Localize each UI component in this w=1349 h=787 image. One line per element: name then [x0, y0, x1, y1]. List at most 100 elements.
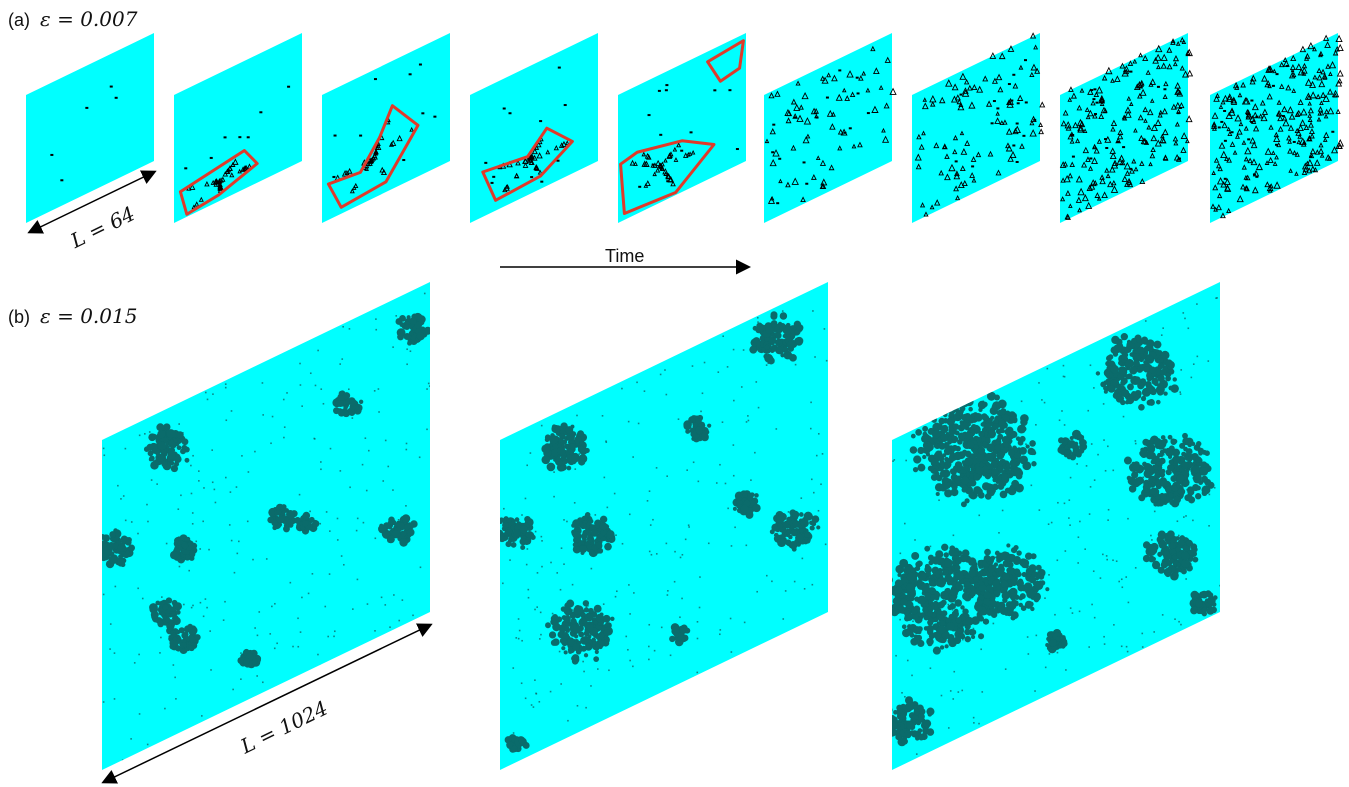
defect-cluster-grain — [559, 465, 566, 472]
defect-cluster-grain — [782, 333, 787, 339]
fractal-triangle — [1062, 109, 1069, 116]
defect-speck — [972, 716, 975, 719]
defect-cluster-grain — [1157, 566, 1165, 574]
defect-cluster-grain — [598, 632, 605, 639]
defect-cluster-grain — [1127, 476, 1137, 486]
defect-cluster-grain — [170, 606, 176, 612]
defect-speck — [113, 698, 116, 700]
defect-speck — [275, 509, 278, 511]
defect-cluster-grain — [690, 417, 696, 422]
fractal-triangle — [641, 151, 647, 157]
defect-speck — [1188, 463, 1191, 466]
defect-cluster-grain — [1195, 599, 1203, 608]
defect-speck — [1179, 393, 1182, 395]
defect-cluster-grain — [187, 623, 193, 630]
defect-speck — [114, 585, 117, 588]
defect-speck — [576, 414, 578, 417]
fractal-triangle — [1099, 177, 1106, 185]
defect-speck — [571, 609, 574, 611]
defect-cluster-grain — [772, 339, 778, 344]
fractal-triangle — [810, 173, 817, 180]
defect-cluster-grain — [949, 594, 956, 602]
defect-cluster-grain — [586, 624, 594, 632]
defect-cluster-grain — [1049, 639, 1057, 647]
defect-speck — [673, 580, 676, 583]
defect-cluster-grain — [967, 478, 976, 487]
defect-cluster-grain — [695, 418, 702, 425]
fractal-triangle — [938, 96, 946, 104]
fractal-triangle — [1272, 161, 1278, 166]
defect-speck — [515, 748, 518, 750]
small-defect — [771, 151, 775, 154]
defect-speck — [563, 519, 565, 521]
fractal-triangle — [1138, 134, 1145, 142]
defect-speck — [1192, 519, 1194, 522]
fractal-triangle — [1185, 50, 1191, 55]
panel-b-frame-2 — [500, 282, 828, 770]
fractal-triangle — [944, 153, 950, 159]
defect-cluster-grain — [1115, 384, 1120, 389]
fractal-triangle — [1331, 89, 1340, 98]
defect-cluster-grain — [1030, 606, 1035, 612]
defect-cluster-grain — [946, 408, 952, 414]
defect-cluster-grain — [117, 558, 126, 567]
panel-a-frame-7 — [912, 32, 1046, 223]
defect-speck — [614, 595, 617, 598]
defect-speck — [202, 615, 205, 618]
defect-cluster-grain — [1004, 429, 1010, 435]
fractal-triangle — [633, 161, 638, 166]
defect-cluster-grain — [954, 599, 962, 607]
fractal-triangle — [1306, 158, 1314, 167]
defect-speck — [102, 593, 105, 596]
defect-cluster-grain — [572, 519, 581, 528]
panel-b-frame-1 — [102, 282, 430, 770]
panel-a-frame-4 — [470, 33, 598, 223]
fractal-triangle — [534, 144, 540, 150]
defect-speck — [328, 573, 331, 575]
defect-speck — [696, 637, 699, 640]
defect-cluster-grain — [1061, 640, 1068, 647]
defect-cluster-grain — [397, 333, 404, 341]
defect-cluster-grain — [180, 642, 187, 649]
defect-cluster-grain — [416, 332, 425, 341]
fractal-triangle — [1161, 107, 1168, 115]
fractal-triangle — [1029, 120, 1035, 126]
defect-cluster-grain — [593, 656, 600, 662]
fractal-triangle — [1287, 138, 1293, 144]
defect-cluster-grain — [1168, 492, 1174, 498]
defect-speck — [1050, 521, 1053, 524]
defect-speck — [191, 512, 194, 514]
defect-cluster-grain — [1172, 572, 1179, 579]
fractal-triangle — [1212, 184, 1219, 191]
fractal-triangle — [1218, 104, 1224, 109]
defect-cluster-grain — [956, 397, 965, 406]
defect-cluster-grain — [998, 420, 1006, 429]
defect-speck — [1041, 399, 1043, 401]
defect-speck — [1180, 369, 1183, 371]
small-defect — [1093, 113, 1097, 116]
defect-cluster-grain — [1169, 500, 1174, 505]
defect-cluster-grain — [180, 448, 186, 455]
defect-speck — [600, 542, 603, 545]
defect-speck — [632, 456, 634, 458]
defect-speck — [691, 365, 694, 367]
defect-speck — [536, 606, 538, 608]
defect-cluster-grain — [930, 411, 936, 417]
fractal-triangle — [1217, 165, 1223, 172]
fractal-triangle — [1065, 124, 1072, 131]
defect-cluster-grain — [558, 437, 564, 443]
defect-speck — [214, 501, 217, 504]
fractal-triangle — [1282, 59, 1290, 67]
defect-speck — [628, 584, 630, 586]
defect-cluster-grain — [895, 733, 902, 741]
fractal-triangle — [803, 117, 812, 125]
defect-speck — [994, 556, 997, 559]
defect-speck — [697, 480, 700, 483]
defect-speck — [325, 511, 328, 513]
fractal-triangle — [1117, 133, 1124, 140]
fractal-triangle — [1030, 115, 1037, 122]
defect-cluster-grain — [1168, 368, 1175, 375]
defect-cluster-grain — [412, 326, 417, 331]
small-defect — [332, 175, 336, 178]
fractal-triangle — [948, 163, 956, 172]
